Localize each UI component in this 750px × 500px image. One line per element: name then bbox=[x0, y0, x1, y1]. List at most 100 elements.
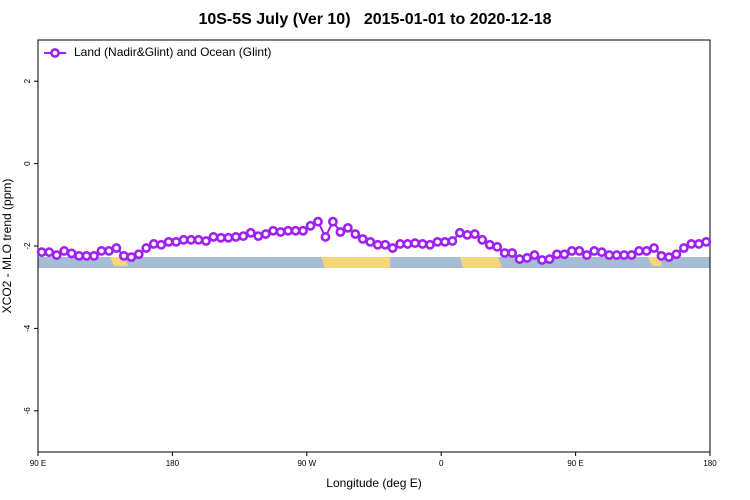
x-tick-label: 90 E bbox=[567, 459, 583, 468]
data-point bbox=[402, 239, 413, 249]
data-point bbox=[596, 247, 607, 258]
data-point bbox=[238, 231, 249, 242]
x-tick-label: 180 bbox=[703, 459, 717, 468]
data-point bbox=[223, 232, 234, 243]
data-point bbox=[469, 229, 480, 239]
data-point bbox=[395, 239, 406, 249]
data-point bbox=[89, 250, 99, 261]
data-point bbox=[544, 254, 555, 265]
y-tick-label: -2 bbox=[23, 242, 32, 250]
legend-label: Land (Nadir&Glint) and Ocean (Glint) bbox=[74, 45, 271, 59]
data-point bbox=[268, 225, 279, 236]
data-point bbox=[581, 250, 592, 260]
data-point bbox=[186, 234, 196, 245]
data-point bbox=[335, 227, 346, 237]
data-point bbox=[320, 232, 331, 242]
data-point bbox=[678, 243, 689, 253]
data-point bbox=[350, 229, 361, 239]
data-point bbox=[686, 239, 697, 249]
data-point bbox=[477, 234, 488, 245]
data-point bbox=[619, 250, 630, 260]
y-axis-title: XCO2 - MLO trend (ppm) bbox=[0, 179, 14, 314]
data-point bbox=[208, 232, 219, 242]
data-point bbox=[283, 225, 294, 236]
data-point bbox=[357, 234, 368, 244]
data-point bbox=[440, 236, 450, 247]
data-point bbox=[626, 250, 637, 260]
y-tick-label: -4 bbox=[23, 324, 32, 332]
data-point bbox=[342, 222, 353, 233]
data-point bbox=[328, 216, 338, 227]
data-point bbox=[66, 248, 77, 259]
data-point bbox=[178, 234, 189, 245]
data-point bbox=[96, 246, 107, 256]
data-point bbox=[253, 231, 264, 242]
data-point bbox=[417, 239, 428, 249]
data-point bbox=[425, 239, 435, 250]
data-point bbox=[193, 234, 204, 245]
data-point bbox=[290, 225, 301, 236]
x-tick-label: 90 W bbox=[297, 459, 316, 468]
data-point bbox=[649, 243, 659, 253]
data-point bbox=[260, 229, 271, 239]
data-point bbox=[133, 249, 144, 260]
chart-title: 10S-5S July (Ver 10) 2015-01-01 to 2020-… bbox=[198, 11, 551, 28]
data-point bbox=[111, 243, 122, 253]
data-point bbox=[163, 236, 174, 247]
data-point bbox=[81, 250, 92, 261]
data-point bbox=[492, 241, 503, 252]
data-point bbox=[313, 216, 323, 227]
data-point bbox=[447, 236, 458, 246]
data-point bbox=[611, 250, 622, 260]
data-point bbox=[365, 236, 376, 247]
data-point bbox=[499, 248, 510, 258]
data-point bbox=[104, 246, 114, 256]
data-point bbox=[305, 220, 316, 231]
data-point bbox=[51, 250, 62, 260]
data-point bbox=[126, 252, 137, 263]
data-point bbox=[634, 246, 644, 256]
data-point bbox=[118, 250, 129, 261]
data-point bbox=[522, 253, 532, 263]
data-point bbox=[380, 239, 391, 250]
data-point bbox=[514, 254, 525, 265]
data-point bbox=[387, 243, 398, 253]
data-point bbox=[141, 243, 152, 253]
data-point bbox=[372, 239, 383, 250]
data-point bbox=[693, 239, 704, 249]
data-point bbox=[671, 249, 682, 260]
data-point bbox=[410, 238, 420, 249]
data-point bbox=[507, 248, 518, 258]
data-point bbox=[44, 247, 55, 258]
data-point bbox=[664, 252, 674, 263]
data-point bbox=[641, 246, 652, 256]
data-point bbox=[552, 249, 562, 260]
data-point bbox=[74, 250, 84, 261]
data-point bbox=[245, 227, 256, 238]
data-point bbox=[701, 236, 712, 247]
x-axis-title: Longitude (deg E) bbox=[326, 476, 421, 490]
data-point bbox=[589, 246, 600, 256]
data-point bbox=[656, 250, 667, 261]
data-point bbox=[36, 247, 47, 258]
data-point bbox=[298, 225, 308, 236]
data-point bbox=[454, 227, 465, 238]
data-point bbox=[148, 239, 159, 249]
data-point bbox=[216, 232, 226, 243]
data-point bbox=[230, 232, 241, 242]
y-tick-label: -6 bbox=[23, 407, 32, 415]
data-point bbox=[604, 250, 615, 260]
data-point bbox=[462, 229, 473, 240]
x-tick-label: 0 bbox=[439, 459, 444, 468]
data-point bbox=[566, 246, 577, 256]
x-tick-label: 180 bbox=[166, 459, 180, 468]
y-tick-label: 2 bbox=[23, 78, 32, 83]
x-tick-label: 90 E bbox=[30, 459, 46, 468]
data-point bbox=[529, 250, 540, 260]
data-point bbox=[432, 236, 443, 247]
data-point bbox=[59, 246, 70, 256]
data-point bbox=[484, 239, 495, 250]
data-point bbox=[574, 246, 585, 256]
data-point bbox=[156, 239, 167, 250]
